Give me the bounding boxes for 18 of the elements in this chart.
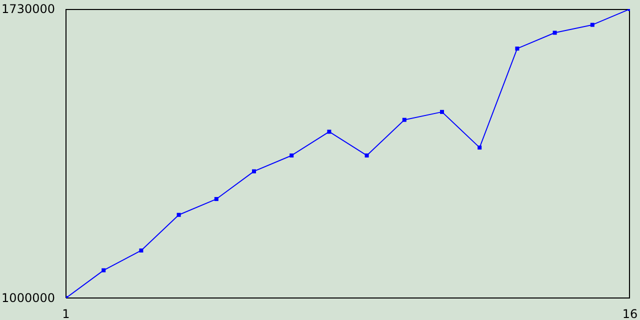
point bbox=[252, 169, 256, 174]
point bbox=[478, 146, 482, 150]
point bbox=[552, 30, 557, 35]
point bbox=[290, 153, 294, 158]
point bbox=[139, 248, 144, 252]
point bbox=[440, 110, 444, 114]
y-tick-label: 1730000 bbox=[2, 2, 55, 16]
point bbox=[590, 22, 594, 27]
point bbox=[102, 268, 106, 272]
point bbox=[214, 197, 218, 202]
point bbox=[364, 153, 369, 158]
x-tick-label: 16 bbox=[622, 307, 638, 320]
point bbox=[327, 130, 332, 134]
point bbox=[515, 46, 520, 51]
y-tick-label: 1000000 bbox=[2, 291, 55, 306]
point bbox=[402, 118, 406, 122]
point bbox=[176, 212, 181, 217]
x-tick-label: 1 bbox=[62, 307, 70, 320]
